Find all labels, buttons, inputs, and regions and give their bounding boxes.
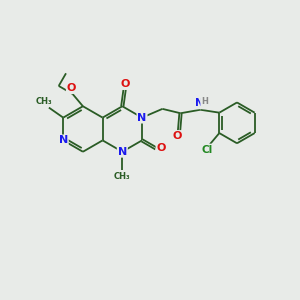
Text: N: N (195, 98, 204, 108)
Text: O: O (121, 79, 130, 89)
Text: CH₃: CH₃ (35, 97, 52, 106)
Text: CH₃: CH₃ (114, 172, 130, 181)
Text: H: H (201, 97, 208, 106)
Text: Cl: Cl (202, 145, 213, 154)
Text: O: O (157, 143, 166, 153)
Text: N: N (58, 135, 68, 146)
Text: O: O (172, 131, 182, 141)
Text: O: O (67, 83, 76, 93)
Text: N: N (118, 147, 127, 157)
Text: N: N (137, 112, 147, 123)
